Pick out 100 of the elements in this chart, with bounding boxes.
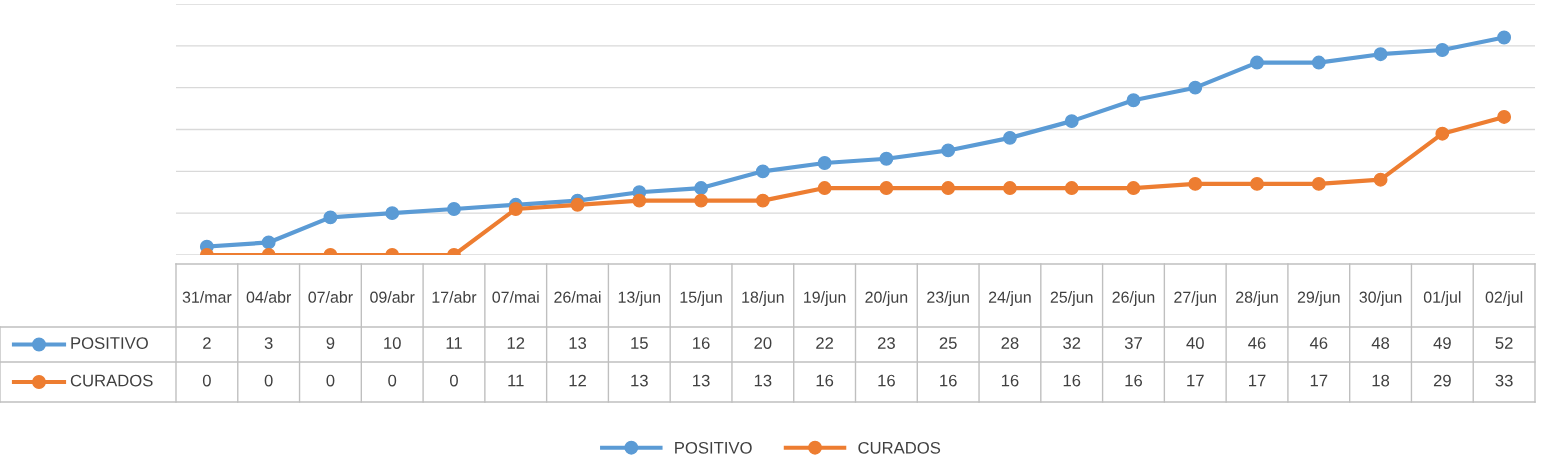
- x-tick-label: 07/mai: [492, 291, 539, 303]
- data-label: 16: [878, 374, 895, 387]
- point: [323, 210, 338, 225]
- data-label: 37: [1124, 337, 1142, 349]
- point: [879, 181, 894, 196]
- x-tick-label: 29/jun: [1297, 291, 1340, 306]
- data-label: 0: [326, 374, 335, 387]
- x-tick-label: 25/jun: [1050, 291, 1093, 306]
- point: [1311, 176, 1326, 191]
- data-label: 13: [754, 374, 772, 387]
- point: [1126, 93, 1141, 108]
- legend-label: POSITIVO: [71, 337, 148, 349]
- text: CURADOS: [858, 441, 941, 454]
- data-label: 0: [202, 374, 211, 387]
- point: [1064, 181, 1079, 196]
- point: [570, 197, 585, 212]
- data-label: 52: [1495, 337, 1513, 349]
- data-label: 46: [1248, 337, 1266, 349]
- data-label: 16: [693, 337, 710, 349]
- data-label: 9: [326, 337, 335, 349]
- data-label: 17: [1249, 374, 1266, 387]
- data-label: 16: [1001, 374, 1019, 387]
- point: [1126, 181, 1141, 196]
- data-label: 20: [754, 337, 772, 349]
- point: [694, 193, 709, 208]
- data-label: 25: [939, 337, 957, 349]
- x-tick-label: 02/jul: [1485, 291, 1523, 306]
- point: [1064, 114, 1079, 129]
- point: [755, 193, 770, 208]
- x-tick-label: 01/jul: [1423, 291, 1461, 306]
- x-tick-label: 23/jun: [927, 291, 969, 306]
- data-label: 0: [388, 374, 397, 387]
- point: [632, 193, 647, 208]
- data-label: 40: [1186, 337, 1204, 349]
- data-label: 16: [1125, 374, 1143, 387]
- point: [694, 181, 709, 196]
- data-label: 22: [816, 337, 834, 349]
- x-tick-label: 20/jun: [865, 291, 908, 306]
- data-label: 49: [1433, 337, 1451, 349]
- data-label: 13: [631, 374, 648, 387]
- x-tick-label: 27/jun: [1174, 291, 1216, 306]
- data-label: 16: [940, 374, 957, 387]
- point: [1435, 126, 1450, 141]
- x-tick-label: 07/abr: [308, 291, 353, 303]
- data-label: 12: [507, 337, 525, 349]
- x-tick-label: 24/jun: [988, 291, 1031, 306]
- point: [1250, 55, 1264, 70]
- x-tick-label: 09/abr: [370, 291, 415, 303]
- data-label: 16: [1063, 374, 1081, 387]
- data-label: 29: [1433, 374, 1451, 387]
- legend-label: CURADOS: [70, 374, 153, 387]
- x-tick-label: 18/jun: [742, 291, 784, 306]
- data-label: 17: [1310, 374, 1328, 387]
- x-tick-label: 31/mar: [182, 291, 232, 303]
- point: [508, 202, 523, 216]
- x-tick-label: 28/jun: [1236, 291, 1278, 306]
- data-label: 33: [1495, 374, 1513, 387]
- x-tick-label: 19/jun: [804, 291, 846, 306]
- point: [879, 151, 894, 166]
- point: [1435, 43, 1450, 57]
- x-tick-label: 04/abr: [246, 291, 292, 303]
- data-label: 10: [384, 337, 401, 349]
- data-label: 11: [508, 374, 524, 387]
- x-tick-label: 17/abr: [432, 291, 477, 303]
- data-label: 0: [449, 374, 458, 387]
- text: POSITIVO: [675, 441, 752, 454]
- x-tick-label: 15/jun: [680, 291, 722, 306]
- point: [1497, 30, 1512, 45]
- data-label: 0: [264, 374, 273, 387]
- point: [1188, 80, 1203, 95]
- point: [1311, 55, 1326, 70]
- x-tick-label: 13/jun: [618, 291, 661, 306]
- data-label: 28: [1001, 337, 1019, 349]
- point: [941, 143, 956, 158]
- data-label: 2: [203, 337, 211, 349]
- point: [1002, 181, 1017, 196]
- data-label: 15: [631, 337, 648, 349]
- data-label: 3: [264, 337, 273, 349]
- x-tick-label: 30/jun: [1359, 291, 1402, 306]
- data-label: 11: [446, 337, 462, 349]
- point: [1002, 130, 1017, 145]
- point: [1373, 47, 1388, 62]
- point: [447, 202, 461, 216]
- point: [1373, 172, 1388, 187]
- point: [755, 164, 770, 179]
- data-label: 13: [693, 374, 710, 387]
- data-label: 46: [1309, 337, 1328, 349]
- point: [261, 235, 276, 250]
- data-label: 32: [1063, 337, 1081, 349]
- point: [385, 206, 400, 221]
- data-label: 17: [1187, 374, 1204, 387]
- data-label: 13: [569, 337, 587, 349]
- data-label: 48: [1371, 337, 1390, 349]
- data-label: 12: [569, 374, 586, 387]
- x-tick-label: 26/mai: [554, 291, 601, 303]
- point: [941, 181, 956, 196]
- point: [1497, 110, 1512, 124]
- data-label: 23: [877, 337, 895, 349]
- point: [1250, 176, 1264, 191]
- point: [817, 181, 832, 196]
